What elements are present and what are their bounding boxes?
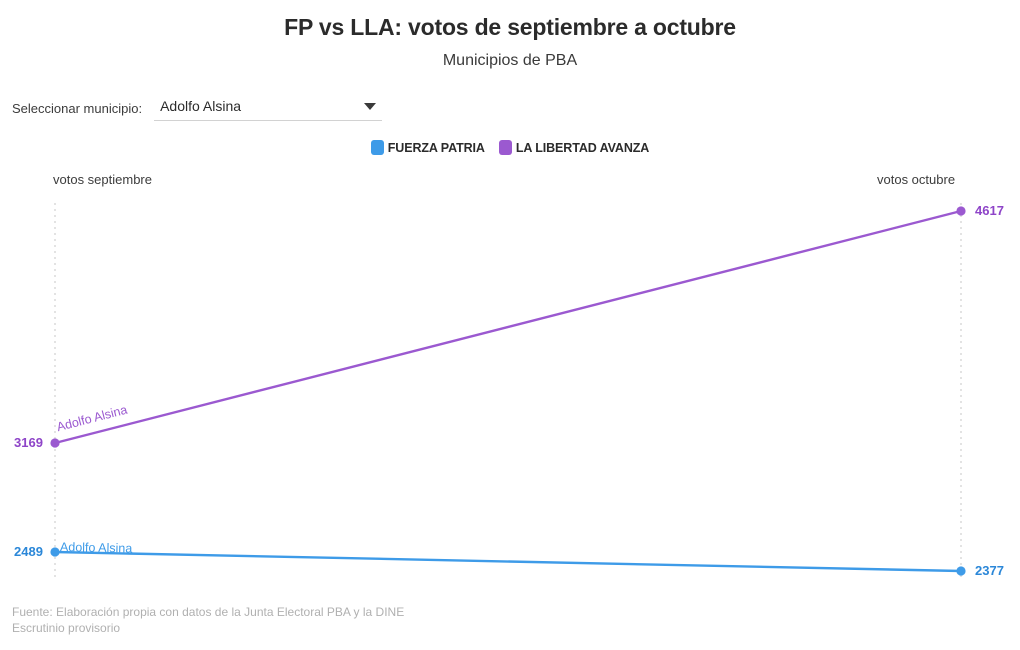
series-point-label-lla: Adolfo Alsina [55,402,129,435]
data-point-fp-octubre [956,566,966,576]
value-label-lla-octubre: 4617 [975,203,1004,218]
footer-status-line: Escrutinio provisorio [12,620,121,635]
chart-legend: FUERZA PATRIA LA LIBERTAD AVANZA [0,140,1020,155]
municipality-select-value: Adolfo Alsina [160,98,242,114]
source-footer: Fuente: Elaboración propia con datos de … [12,604,404,636]
data-point-lla-octubre [956,206,966,216]
value-label-fp-septiembre: 2489 [14,544,43,559]
legend-item-la-libertad-avanza[interactable]: LA LIBERTAD AVANZA [498,140,650,155]
data-point-fp-septiembre [50,547,60,557]
value-label-fp-octubre: 2377 [975,563,1004,578]
series-line-fuerza-patria [54,550,962,573]
legend-label-fuerza-patria: FUERZA PATRIA [387,140,485,155]
series-line-la-libertad-avanza [54,209,962,445]
legend-label-la-libertad-avanza: LA LIBERTAD AVANZA [515,140,650,155]
legend-swatch-icon-la-libertad-avanza [498,140,512,155]
municipality-control-row: Seleccionar municipio: Adolfo Alsina [12,96,383,121]
municipality-select-label: Seleccionar municipio: [12,101,143,116]
series-point-label-fp: Adolfo Alsina [59,540,133,556]
axis-title-septiembre: votos septiembre [53,172,152,187]
page-title: FP vs LLA: votos de septiembre a octubre [284,14,736,40]
chevron-down-icon [364,102,377,110]
legend-item-fuerza-patria[interactable]: FUERZA PATRIA [370,140,485,155]
municipality-select[interactable]: Adolfo Alsina [154,96,383,121]
page-subtitle: Municipios de PBA [442,52,578,69]
value-label-lla-septiembre: 3169 [14,435,43,450]
data-point-lla-septiembre [50,438,60,448]
legend-swatch-icon-fuerza-patria [370,140,384,155]
footer-source-line: Fuente: Elaboración propia con datos de … [12,604,405,619]
axis-title-octubre: votos octubre [877,172,956,187]
